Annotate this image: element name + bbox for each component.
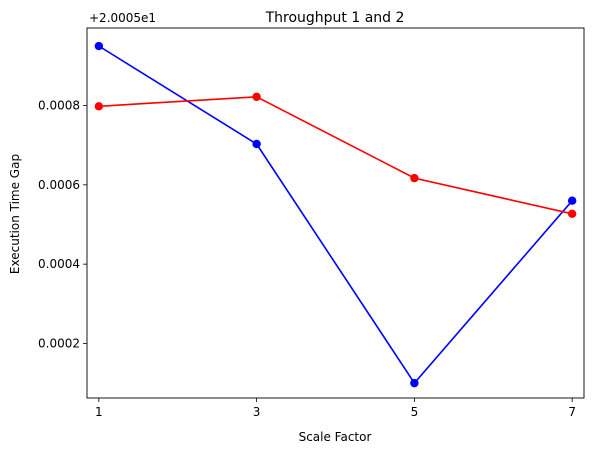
x-tick-label: 7 — [568, 405, 576, 419]
series-line-2 — [98, 95, 573, 215]
series-line-1 — [98, 45, 573, 385]
data-point — [252, 139, 261, 149]
x-tick-label: 1 — [95, 405, 103, 419]
y-offset-label: +2.0005e1 — [89, 11, 156, 25]
data-point — [567, 196, 577, 205]
chart-title: Throughput 1 and 2 — [265, 10, 405, 26]
axes-frame — [86, 27, 585, 399]
data-point — [410, 173, 419, 183]
y-tick-label: 0.0002 — [38, 336, 80, 350]
y-tick-label: 0.0004 — [38, 257, 80, 271]
y-tick-label: 0.0006 — [38, 178, 80, 192]
data-point — [410, 378, 419, 388]
y-axis-label: Execution Time Gap — [8, 154, 22, 274]
data-point — [252, 92, 261, 102]
x-tick-label: 3 — [253, 405, 261, 419]
data-point — [94, 102, 104, 111]
plot-area: 1 3 5 7 0.0002 0.0004 0.0006 0.0008 — [38, 27, 585, 419]
data-point — [94, 41, 104, 51]
x-tick-label: 5 — [411, 405, 419, 419]
x-axis-label: Scale Factor — [299, 430, 372, 444]
data-point — [567, 209, 577, 218]
y-tick-label: 0.0008 — [38, 99, 80, 113]
